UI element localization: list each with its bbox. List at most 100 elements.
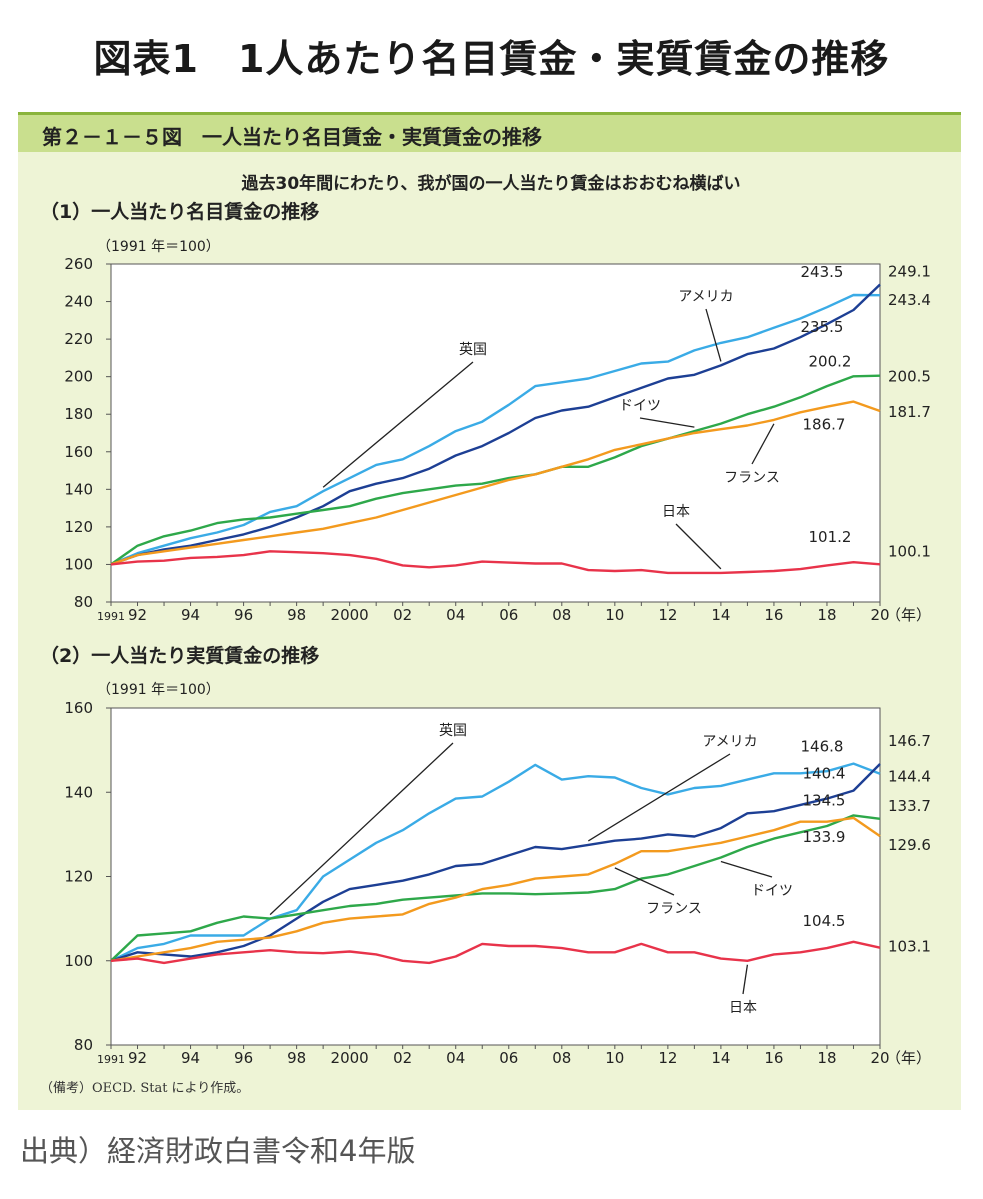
x-tick-label: 18 <box>817 606 836 624</box>
value-annotation: 146.7 <box>888 732 931 750</box>
source-note: 出典）経済財政白書令和4年版 <box>20 1134 416 1168</box>
x-tick-label: 92 <box>128 1049 147 1067</box>
y-tick-label: 120 <box>64 518 93 536</box>
charts-svg: 過去30年間にわたり、我が国の一人当たり賃金はおおむね横ばい （1）一人当たり名目… <box>40 173 931 1096</box>
y-tick-label: 120 <box>64 868 93 886</box>
value-annotation: 140.4 <box>803 765 846 783</box>
x-tick-label: 18 <box>817 1049 836 1067</box>
series-line <box>110 763 881 962</box>
x-tick-label: 16 <box>764 606 783 624</box>
y-tick-label: 220 <box>64 330 93 348</box>
series-arrow <box>639 417 695 428</box>
value-annotation: 129.6 <box>888 836 931 854</box>
x-tick-label: 2000 <box>331 1049 369 1067</box>
series-name-label: アメリカ <box>702 734 757 750</box>
series-arrow <box>705 308 722 362</box>
value-annotation: 101.2 <box>809 528 852 546</box>
y-tick-label: 200 <box>64 368 93 386</box>
y-tick-label: 80 <box>74 593 93 611</box>
x-tick-label: 02 <box>393 1049 412 1067</box>
y-tick-label: 160 <box>64 699 93 717</box>
x-tick-label: 16 <box>764 1049 783 1067</box>
x-tick-label: 06 <box>499 606 518 624</box>
value-annotation: 104.5 <box>803 912 846 930</box>
x-tick-label: 1991 <box>97 1053 125 1066</box>
plot-area <box>110 707 881 1046</box>
x-tick-label: 12 <box>658 1049 677 1067</box>
series-name-label: 英国 <box>439 722 467 739</box>
series-arrow <box>587 753 731 842</box>
plot-area <box>110 263 881 603</box>
y-tick-label: 140 <box>64 783 93 801</box>
series-arrow <box>322 361 474 488</box>
series-line <box>110 283 881 566</box>
series-arrow <box>720 860 773 878</box>
x-tick-label: 1991 <box>97 610 125 623</box>
value-annotation: 100.1 <box>888 542 931 560</box>
value-annotation: 144.4 <box>888 768 931 786</box>
x-tick-label: 04 <box>446 1049 465 1067</box>
x-tick-label: 94 <box>181 606 200 624</box>
value-annotation: 146.8 <box>801 738 844 756</box>
value-annotation: 249.1 <box>888 262 931 280</box>
series-line <box>110 816 881 962</box>
series-line <box>110 400 881 566</box>
x-tick-label: 06 <box>499 1049 518 1067</box>
x-tick-label: 14 <box>711 606 730 624</box>
x-tick-label: 20 <box>870 1049 889 1067</box>
x-tick-label: 02 <box>393 606 412 624</box>
series-line <box>110 293 881 566</box>
y-tick-label: 260 <box>64 255 93 273</box>
x-tick-label: 96 <box>234 606 253 624</box>
value-annotation: 103.1 <box>888 938 931 956</box>
series-name-label: ドイツ <box>751 883 793 899</box>
x-tick-label: 14 <box>711 1049 730 1067</box>
series-arrow <box>742 964 749 995</box>
x-unit-label: （年） <box>886 1049 931 1067</box>
chart-subtitle: 過去30年間にわたり、我が国の一人当たり賃金はおおむね横ばい <box>242 173 741 194</box>
y-tick-label: 100 <box>64 555 93 573</box>
x-tick-label: 98 <box>287 1049 306 1067</box>
chart-footnote: （備考）OECD. Stat により作成。 <box>40 1080 249 1096</box>
value-annotation: 200.5 <box>888 368 931 386</box>
chart-unit-label: （1991 年＝100） <box>97 682 220 698</box>
x-tick-label: 94 <box>181 1049 200 1067</box>
value-annotation: 181.7 <box>888 403 931 421</box>
chart-unit-label: （1991 年＝100） <box>97 239 220 255</box>
x-tick-label: 04 <box>446 606 465 624</box>
panel-header: 第２－１－５図 一人当たり名目賃金・実質賃金の推移 <box>18 112 961 152</box>
series-line <box>110 814 881 962</box>
series-arrow <box>751 423 775 465</box>
value-annotation: 243.4 <box>888 291 931 309</box>
series-arrow <box>269 742 454 916</box>
y-tick-label: 160 <box>64 443 93 461</box>
value-annotation: 235.5 <box>801 318 844 336</box>
series-line <box>110 762 881 962</box>
x-tick-label: 10 <box>605 1049 624 1067</box>
y-tick-label: 80 <box>74 1036 93 1054</box>
x-tick-label: 08 <box>552 606 571 624</box>
series-line <box>110 374 881 566</box>
series-name-label: ドイツ <box>619 398 661 414</box>
y-tick-label: 180 <box>64 405 93 423</box>
x-tick-label: 12 <box>658 606 677 624</box>
value-annotation: 200.2 <box>809 352 852 370</box>
series-line <box>110 550 881 575</box>
x-tick-label: 08 <box>552 1049 571 1067</box>
x-tick-label: 98 <box>287 606 306 624</box>
x-tick-label: 2000 <box>331 606 369 624</box>
value-annotation: 133.9 <box>803 828 846 846</box>
series-name-label: フランス <box>646 901 702 917</box>
x-unit-label: （年） <box>886 606 931 624</box>
series-arrow <box>614 867 675 896</box>
series-line <box>110 940 881 965</box>
chart-title: （1）一人当たり名目賃金の推移 <box>40 200 319 223</box>
y-tick-label: 240 <box>64 293 93 311</box>
y-tick-label: 100 <box>64 952 93 970</box>
x-tick-label: 96 <box>234 1049 253 1067</box>
value-annotation: 133.7 <box>888 797 931 815</box>
series-name-label: アメリカ <box>678 289 733 305</box>
y-tick-label: 140 <box>64 480 93 498</box>
page-title: 図表1 1人あたり名目賃金・実質賃金の推移 <box>93 37 890 81</box>
series-name-label: 日本 <box>729 1000 757 1016</box>
